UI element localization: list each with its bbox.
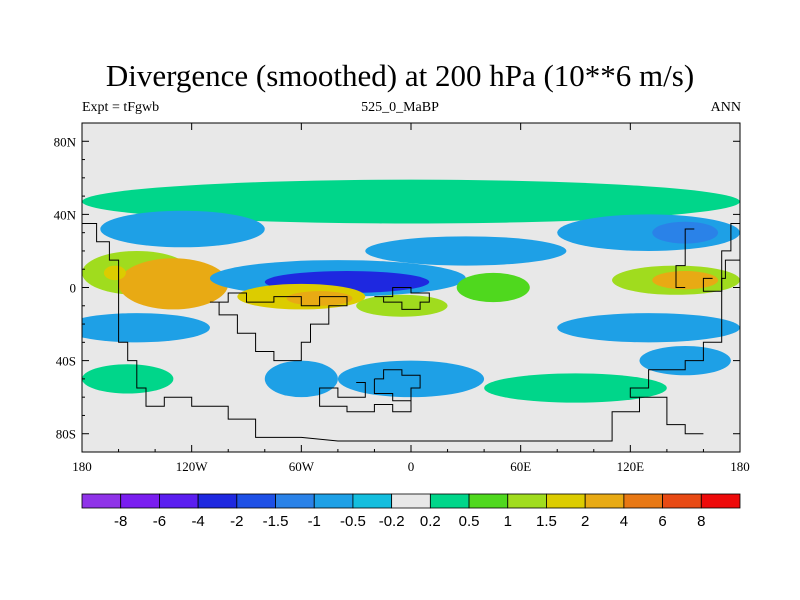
field-region-6 bbox=[118, 258, 229, 310]
x-tick-label: 120W bbox=[176, 459, 209, 474]
coastline-1 bbox=[209, 292, 348, 362]
colorbar-label: 6 bbox=[658, 513, 666, 530]
x-tick-label: 60W bbox=[289, 459, 315, 474]
colorbar-swatch-9 bbox=[429, 493, 470, 509]
colorbar-swatch-11 bbox=[507, 493, 547, 509]
y-tick-label: 80S bbox=[56, 427, 76, 442]
field-region-9 bbox=[652, 271, 719, 290]
colorbar-label: 2 bbox=[581, 513, 589, 530]
field-region-16 bbox=[82, 313, 210, 343]
field-region-19 bbox=[264, 360, 338, 398]
coastline-7 bbox=[629, 223, 740, 398]
colorbar-label: -1 bbox=[308, 513, 321, 530]
colorbar-swatch-10 bbox=[468, 493, 509, 509]
field-region-15 bbox=[456, 272, 530, 303]
field-region-21 bbox=[484, 373, 667, 403]
colorbar-swatch-16 bbox=[700, 493, 741, 509]
continent-outlines bbox=[82, 223, 740, 442]
chart-title: Divergence (smoothed) at 200 hPa (10**6 … bbox=[105, 58, 695, 93]
map-axes: 180 120W 60W 0 60E 120E 180 80N 40N 0 40S 80S bbox=[54, 123, 750, 474]
field-region-4 bbox=[365, 236, 567, 266]
colorbar-swatch-8 bbox=[391, 493, 431, 509]
colorbar-label: -0.5 bbox=[340, 513, 366, 530]
colorbar-swatch-15 bbox=[662, 493, 702, 509]
y-tick-label: 40S bbox=[56, 354, 76, 369]
colorbar-swatch-3 bbox=[197, 493, 238, 509]
colorbar-swatch-1 bbox=[120, 493, 160, 509]
colorbar-label: 1.5 bbox=[536, 513, 557, 530]
colorbar-label: 1 bbox=[504, 513, 512, 530]
x-tick-label: 180 bbox=[72, 459, 92, 474]
field-region-1 bbox=[100, 210, 265, 248]
x-tick-label: 60E bbox=[510, 459, 531, 474]
colorbar-label: 4 bbox=[620, 513, 628, 530]
colorbar-label: -4 bbox=[191, 513, 204, 530]
x-tick-label: 180 bbox=[730, 459, 750, 474]
colorbar-swatch-13 bbox=[584, 493, 625, 509]
coastline-3 bbox=[319, 382, 412, 413]
colorbar-swatch-0 bbox=[81, 493, 122, 509]
period-label: 525_0_MaBP bbox=[361, 100, 439, 115]
colorbar-swatch-5 bbox=[275, 493, 315, 509]
y-tick-label: 0 bbox=[70, 281, 77, 296]
field-region-17 bbox=[557, 313, 740, 343]
colorbar-swatch-12 bbox=[546, 493, 586, 509]
x-tick-label: 120E bbox=[617, 459, 645, 474]
coastline-4 bbox=[374, 287, 430, 310]
colorbar-swatch-14 bbox=[623, 493, 663, 509]
x-tick-label: 0 bbox=[408, 459, 415, 474]
coastline-2 bbox=[373, 369, 421, 402]
colorbar-label: 0.2 bbox=[420, 513, 441, 530]
colorbar-swatch-6 bbox=[313, 493, 354, 509]
field-region-7 bbox=[103, 265, 126, 281]
colorbar-label: -8 bbox=[114, 513, 127, 530]
coastline-6 bbox=[675, 228, 695, 288]
colorbar-label: -0.2 bbox=[379, 513, 405, 530]
colorbar-label: 0.5 bbox=[459, 513, 480, 530]
y-tick-label: 40N bbox=[54, 207, 77, 222]
y-tick-label: 80N bbox=[54, 134, 77, 149]
colorbar-label: -2 bbox=[230, 513, 243, 530]
field-region-18 bbox=[82, 364, 174, 394]
colorbar-swatch-2 bbox=[159, 493, 199, 509]
season-label: ANN bbox=[710, 100, 741, 115]
colorbar-swatch-4 bbox=[236, 493, 276, 509]
colorbar-swatch-7 bbox=[352, 493, 393, 509]
experiment-label: Expt = tFgwb bbox=[82, 100, 160, 115]
colorbar-label: 8 bbox=[697, 513, 705, 530]
coastline-0 bbox=[82, 223, 704, 442]
field-region-0 bbox=[82, 179, 740, 224]
colorbar-label: -1.5 bbox=[263, 513, 289, 530]
colorbar: -8 -6 -4 -2 -1.5 -1 -0.5 -0.2 0.2 0.5 1 1.5 2 4 6 8 bbox=[81, 493, 741, 530]
colorbar-label: -6 bbox=[153, 513, 166, 530]
